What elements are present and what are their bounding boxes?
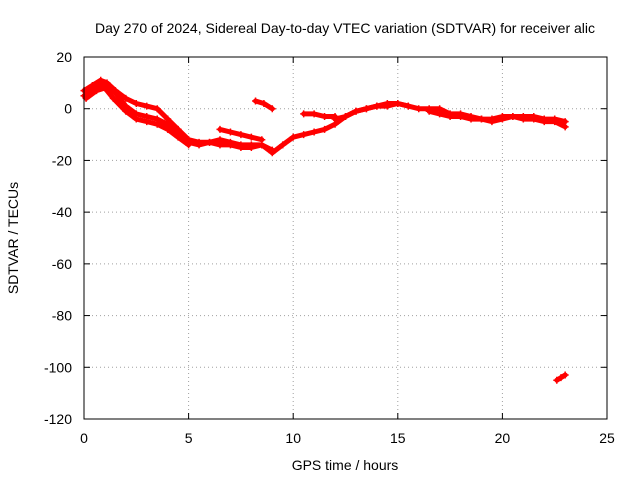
data-point [488, 118, 496, 126]
data-point [394, 100, 402, 108]
data-point [93, 87, 101, 95]
y-tick-label: 0 [64, 101, 72, 117]
data-point [153, 105, 161, 113]
data-point [226, 141, 234, 149]
data-point [237, 144, 245, 151]
data-point [519, 115, 527, 123]
data-point [143, 118, 151, 126]
data-point [174, 133, 182, 141]
series-track-i [425, 107, 569, 131]
series-line [269, 101, 411, 156]
y-tick-label: -20 [52, 152, 72, 168]
data-point [446, 112, 454, 120]
data-point [122, 107, 130, 115]
data-point [557, 374, 565, 382]
data-point [195, 141, 203, 149]
y-tick-label: -120 [44, 411, 72, 427]
data-point [132, 100, 140, 108]
data-point [530, 115, 538, 123]
data-point [132, 115, 140, 123]
data-point [279, 141, 287, 149]
data-point [404, 102, 412, 110]
data-point [247, 133, 255, 141]
data-point [101, 84, 109, 92]
data-point [436, 110, 444, 118]
series-track-j [553, 371, 569, 384]
chart-title: Day 270 of 2024, Sidereal Day-to-day VTE… [95, 20, 595, 36]
data-point [143, 102, 151, 110]
data-point [300, 131, 308, 139]
data-point [237, 131, 245, 139]
data-point [310, 110, 318, 118]
series-track-e [252, 97, 276, 113]
data-point [415, 105, 423, 113]
data-point [352, 107, 360, 115]
data-point [252, 97, 260, 105]
x-tick-labels: 0 5 10 15 20 25 [80, 430, 615, 446]
y-tick-label: -80 [52, 308, 72, 324]
y-tick-label: -40 [52, 204, 72, 220]
y-tick-labels: 20 0 -20 -40 -60 -80 -100 -120 [44, 49, 72, 427]
x-tick-label: 5 [185, 430, 193, 446]
x-tick-label: 10 [285, 430, 301, 446]
data-point [111, 89, 119, 97]
series-track-c [82, 84, 193, 149]
data-point [509, 112, 517, 120]
y-tick-label: -100 [44, 359, 72, 375]
data-point [122, 94, 130, 102]
x-tick-label: 25 [599, 430, 615, 446]
data-point [498, 115, 506, 123]
data-point [260, 100, 268, 108]
data-point [226, 128, 234, 136]
data-point [289, 133, 297, 141]
data-point [321, 112, 329, 120]
data-point [373, 102, 381, 110]
data-point [268, 105, 276, 113]
data-point [362, 105, 370, 113]
data-point [561, 123, 569, 131]
data-point [247, 144, 255, 151]
data-point [258, 136, 266, 144]
y-tick-label: -60 [52, 256, 72, 272]
x-tick-label: 20 [495, 430, 511, 446]
data-point [467, 115, 475, 123]
data-point [109, 94, 117, 102]
data-point [153, 120, 161, 128]
data-point [206, 138, 214, 146]
data-point [185, 141, 193, 149]
data-point [321, 125, 329, 133]
data-point [342, 112, 349, 120]
plot-frame [83, 56, 608, 420]
data-point [310, 128, 318, 136]
y-tick-label: 20 [56, 49, 72, 65]
data-layer [80, 76, 569, 384]
x-tick-label: 0 [80, 430, 88, 446]
series-track-d [216, 125, 266, 144]
x-tick-label: 15 [390, 430, 406, 446]
data-point [164, 125, 172, 133]
data-point [383, 102, 391, 110]
data-point [425, 107, 433, 115]
data-point [551, 118, 559, 126]
y-axis-label: SDTVAR / TECUs [5, 182, 21, 294]
data-point [477, 115, 485, 123]
data-point [216, 125, 224, 133]
data-point [540, 118, 548, 126]
data-point [216, 141, 224, 149]
x-axis-label: GPS time / hours [292, 457, 399, 473]
data-point [553, 376, 561, 384]
data-point [300, 110, 308, 118]
series-line [301, 111, 338, 119]
data-point [331, 115, 339, 123]
data-point [268, 149, 276, 157]
data-point [561, 371, 569, 379]
data-point [457, 112, 465, 120]
